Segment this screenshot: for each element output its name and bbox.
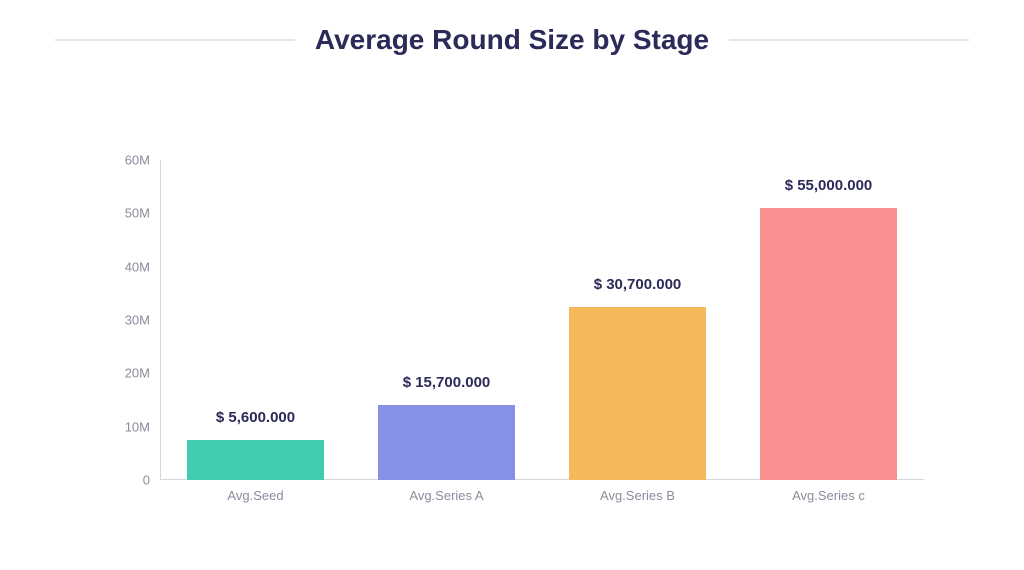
- bar: $ 15,700.000: [378, 405, 516, 480]
- x-category-label: Avg.Series A: [362, 488, 530, 503]
- title-row: Average Round Size by Stage: [0, 0, 1024, 56]
- bar-value-label: $ 30,700.000: [594, 276, 682, 293]
- y-tick-label: 50M: [100, 206, 150, 221]
- bar-value-label: $ 15,700.000: [403, 374, 491, 391]
- bar: $ 30,700.000: [569, 307, 707, 480]
- bar-value-label: $ 5,600.000: [216, 409, 295, 426]
- bar: $ 55,000.000: [760, 208, 898, 480]
- x-category-label: Avg.Series B: [553, 488, 721, 503]
- y-tick-label: 40M: [100, 259, 150, 274]
- title-divider-left: [55, 39, 295, 41]
- bars-row: $ 5,600.000 $ 15,700.000 $ 30,700.000 $ 55,…: [160, 160, 924, 480]
- chart-area: 010M20M30M40M50M60M $ 5,600.000$ 15,700.…: [100, 160, 924, 510]
- bar-value-label: $ 55,000.000: [785, 177, 873, 194]
- x-category-label: Avg.Seed: [171, 488, 339, 503]
- title-divider-right: [729, 39, 969, 41]
- bar-slot: $ 5,600.000: [171, 160, 339, 480]
- bar-slot: $ 30,700.000: [553, 160, 721, 480]
- x-labels-row: Avg.Seed Avg.Series A Avg.Series B Avg.Seri…: [160, 480, 924, 510]
- y-tick-label: 20M: [100, 366, 150, 381]
- plot-area: $ 5,600.000 $ 15,700.000 $ 30,700.000 $ 55,…: [160, 160, 924, 480]
- chart-container: Average Round Size by Stage 0 10M 20M 30M 40…: [0, 0, 1024, 570]
- x-category-label: Avg.Series c: [744, 488, 912, 503]
- y-tick-label: 30M: [100, 313, 150, 328]
- y-tick-label: 10M: [100, 419, 150, 434]
- bar-slot: $ 15,700.000: [362, 160, 530, 480]
- chart-title: Average Round Size by Stage: [315, 24, 709, 56]
- y-tick-label: 60M: [100, 153, 150, 168]
- bar-slot: $ 55,000.000: [744, 160, 912, 480]
- y-tick-label: 0: [100, 473, 150, 488]
- bar: $ 5,600.000: [187, 440, 325, 480]
